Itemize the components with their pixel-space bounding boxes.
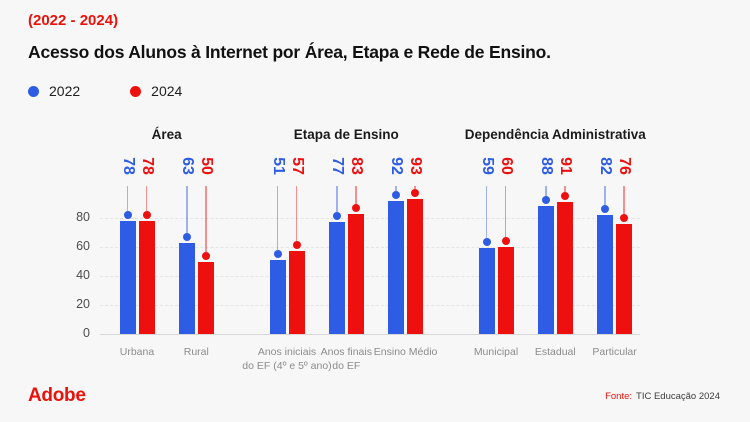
lollipop-dot-icon — [292, 241, 301, 250]
legend-dot-2022-icon — [28, 85, 39, 97]
lollipop-stem — [186, 186, 188, 233]
lollipop-stem — [564, 186, 566, 193]
lollipop-dot-icon — [601, 205, 610, 214]
lollipop-stem — [485, 186, 488, 239]
lollipop-stem — [504, 186, 507, 237]
legend-item-2022: 2022 — [28, 83, 80, 99]
legend-dot-2024-icon — [130, 85, 142, 97]
lollipop-stem — [355, 186, 357, 204]
y-tick-label: 40 — [76, 268, 90, 282]
lollipop-dot-icon — [541, 196, 550, 205]
y-tick-label: 60 — [76, 239, 90, 253]
legend-label-2022: 2022 — [49, 83, 81, 99]
lollipop-stem — [205, 186, 207, 252]
value-label: 76 — [616, 157, 634, 175]
lollipop-dot-icon — [273, 250, 282, 259]
y-tick-label: 80 — [76, 210, 90, 224]
lollipop-stem — [623, 186, 625, 214]
category-label: Rural — [183, 346, 209, 358]
gridline — [100, 304, 640, 306]
value-label: 50 — [197, 157, 215, 175]
value-label: 83 — [347, 157, 365, 175]
bar-2022 — [597, 215, 614, 334]
value-label: 93 — [407, 157, 425, 175]
lollipop-dot-icon — [142, 210, 151, 219]
bar-2024 — [197, 261, 214, 334]
category-label: Anos iniciais do EF (4º e 5º ano) — [242, 346, 332, 373]
lollipop-stem — [295, 186, 298, 242]
adobe-logo: Adobe — [28, 385, 86, 406]
bar-2022 — [328, 222, 345, 334]
category-label: Urbana — [119, 346, 155, 358]
category-label: Particular — [592, 346, 637, 358]
bar-2022 — [119, 220, 136, 334]
legend-label-2024: 2024 — [151, 83, 183, 99]
source-label: Fonte: — [605, 391, 633, 402]
x-axis-line — [100, 333, 640, 335]
value-label: 78 — [138, 157, 156, 175]
lollipop-dot-icon — [560, 192, 569, 201]
source-note: Fonte: TIC Educação 2024 — [605, 391, 720, 402]
lollipop-dot-icon — [351, 203, 360, 212]
bar-2024 — [616, 223, 633, 334]
bar-2024 — [497, 247, 514, 334]
legend: 2022 2024 — [28, 83, 182, 99]
category-label: Anos finais do EF — [320, 346, 372, 373]
bar-2024 — [347, 213, 364, 334]
lollipop-dot-icon — [482, 238, 491, 247]
gridline — [100, 217, 640, 219]
gridline — [100, 246, 640, 248]
y-tick-label: 0 — [83, 326, 90, 340]
group-title: Dependência Administrativa — [464, 127, 646, 142]
source-text: TIC Educação 2024 — [636, 391, 720, 402]
category-label: Ensino Médio — [373, 346, 438, 358]
page-title: Acesso dos Alunos à Internet por Área, E… — [28, 42, 551, 62]
lollipop-dot-icon — [332, 212, 341, 221]
period-subtitle: (2022 - 2024) — [28, 12, 119, 29]
lollipop-stem — [276, 186, 279, 251]
y-tick-label: 20 — [76, 297, 90, 311]
lollipop-stem — [545, 186, 547, 197]
lollipop-stem — [126, 186, 129, 211]
legend-item-2024: 2024 — [130, 83, 182, 99]
category-label: Estadual — [534, 346, 576, 358]
value-label: 91 — [556, 157, 574, 175]
bar-2022 — [178, 242, 195, 334]
group-title: Etapa de Ensino — [293, 127, 399, 142]
value-label: 57 — [288, 157, 306, 175]
bar-2024 — [288, 251, 305, 334]
bar-2022 — [269, 260, 286, 334]
bar-2022 — [388, 200, 405, 334]
lollipop-stem — [145, 186, 148, 211]
lollipop-dot-icon — [123, 210, 132, 219]
gridline — [100, 275, 640, 277]
lollipop-stem — [414, 186, 416, 190]
lollipop-stem — [395, 186, 397, 191]
bar-2022 — [478, 248, 495, 334]
bar-2022 — [537, 206, 554, 334]
bar-2024 — [138, 220, 155, 334]
lollipop-dot-icon — [411, 189, 420, 198]
category-label: Municipal — [473, 346, 519, 358]
lollipop-stem — [604, 186, 606, 206]
group-title: Área — [151, 127, 182, 142]
bar-2024 — [407, 199, 424, 334]
bar-2024 — [556, 202, 573, 334]
value-label: 60 — [497, 157, 515, 175]
lollipop-dot-icon — [392, 190, 401, 199]
lollipop-dot-icon — [501, 237, 510, 245]
lollipop-dot-icon — [182, 232, 191, 241]
lollipop-dot-icon — [201, 251, 210, 260]
lollipop-stem — [336, 186, 338, 213]
lollipop-dot-icon — [620, 213, 629, 222]
